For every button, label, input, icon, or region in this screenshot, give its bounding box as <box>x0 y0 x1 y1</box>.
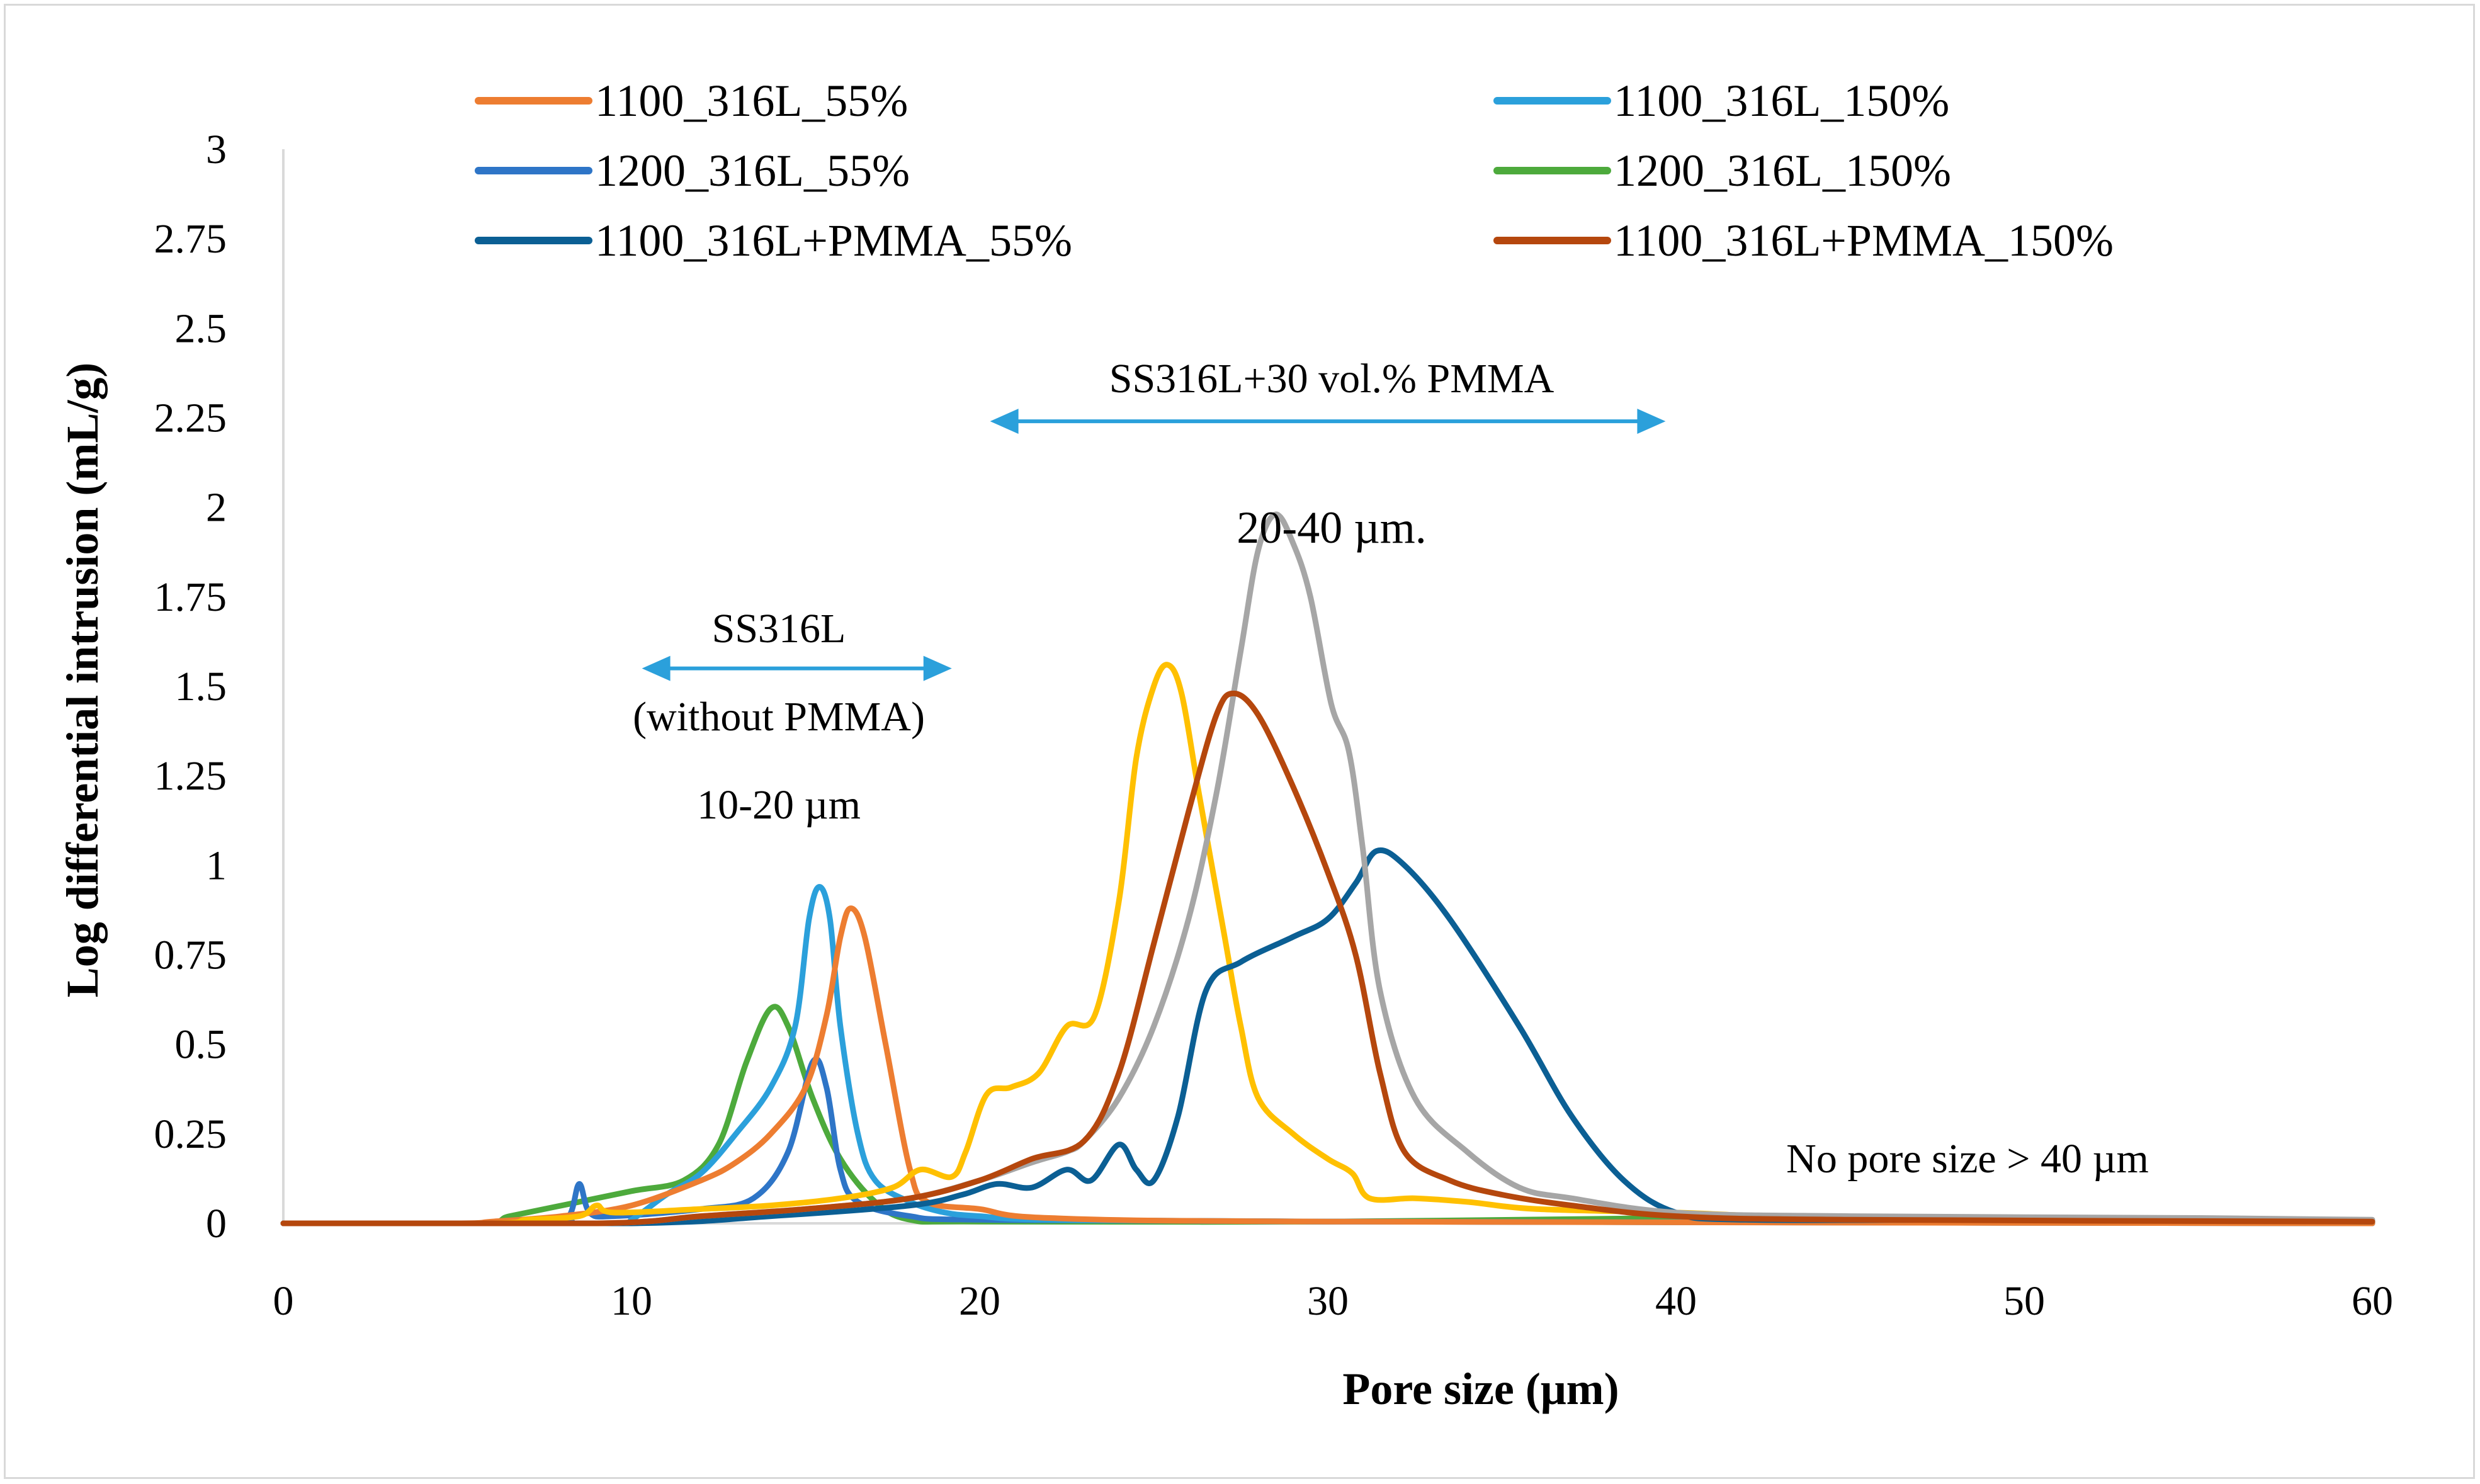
annotations: SS316L+30 vol.% PMMA 20-40 µm. SS316L (with… <box>633 356 2149 1182</box>
legend-item: 1200_316L_150% <box>1493 145 1951 196</box>
x-axis-label: Pore size (μm) <box>1342 1364 1619 1414</box>
legend-label: 1100_316L_150% <box>1614 76 1949 126</box>
pmma-range-arrow <box>990 409 1666 434</box>
x-tick-label: 30 <box>1307 1278 1349 1324</box>
x-tick-label: 50 <box>2003 1278 2045 1324</box>
x-tick-label: 40 <box>1655 1278 1697 1324</box>
y-tick-label: 1.5 <box>175 664 227 710</box>
x-tick-label: 0 <box>273 1278 294 1324</box>
y-tick-label: 1.25 <box>154 753 227 799</box>
y-tick-label: 2.75 <box>154 216 227 262</box>
ss316l-range-label: SS316L <box>712 606 846 652</box>
arrow-head-left <box>642 655 671 681</box>
pmma-size-label: 20-40 µm. <box>1237 502 1426 553</box>
y-tick-label: 0.5 <box>175 1022 227 1068</box>
ss316l-size-label: 10-20 µm <box>697 782 861 828</box>
legend-label: 1200_316L_150% <box>1614 145 1951 196</box>
legend-item: 1200_316L_55% <box>475 145 910 196</box>
y-tick-label: 1 <box>206 842 227 888</box>
arrow-head-left <box>990 409 1019 434</box>
y-tick-labels: 0 0.25 0.5 0.75 1 1.25 1.5 1.75 2 2.25 2.5 2.75 3 <box>154 127 227 1247</box>
legend-item: 1100_316L+PMMA_55% <box>475 215 1072 266</box>
x-tick-label: 10 <box>611 1278 652 1324</box>
legend-label: 1100_316L+PMMA_150% <box>1614 215 2114 266</box>
y-tick-label: 2.5 <box>175 305 227 351</box>
arrow-head-right <box>923 655 952 681</box>
series-line-3 <box>280 1004 2375 1226</box>
series-lines <box>280 511 2375 1226</box>
arrow-head-right <box>1637 409 1666 434</box>
x-tick-label: 60 <box>2352 1278 2393 1324</box>
y-tick-label: 0 <box>206 1201 227 1247</box>
y-tick-label: 3 <box>206 127 227 173</box>
ss316l-without-pmma-label: (without PMMA) <box>633 694 925 740</box>
legend-item: 1100_316L+PMMA_150% <box>1493 215 2114 266</box>
legend-item: 1100_316L_55% <box>475 76 908 126</box>
legend-label: 1200_316L_55% <box>595 145 910 196</box>
legend-label: 1100_316L_55% <box>595 76 908 126</box>
y-tick-label: 0.75 <box>154 932 227 978</box>
x-tick-labels: 0 10 20 30 40 50 60 <box>273 1278 2394 1324</box>
y-tick-label: 2.25 <box>154 395 227 441</box>
legend-label: 1100_316L+PMMA_55% <box>595 215 1072 266</box>
legend: 1100_316L_55% 1200_316L_55% 1100_316L+PMMA… <box>475 76 2114 266</box>
x-tick-label: 20 <box>959 1278 1000 1324</box>
chart-frame <box>4 4 2475 1479</box>
y-tick-label: 1.75 <box>154 574 227 620</box>
series-line-7 <box>280 662 2375 1226</box>
pmma-range-label: SS316L+30 vol.% PMMA <box>1109 356 1554 402</box>
y-tick-label: 2 <box>206 485 227 531</box>
legend-item: 1100_316L_150% <box>1493 76 1949 126</box>
no-pore-label: No pore size > 40 µm <box>1786 1136 2149 1182</box>
y-tick-label: 0.25 <box>154 1111 227 1157</box>
ss316l-range-arrow <box>642 655 952 681</box>
y-axis-label: Log differential intrusion (mL/g) <box>57 363 108 998</box>
series-line-5 <box>280 690 2375 1226</box>
